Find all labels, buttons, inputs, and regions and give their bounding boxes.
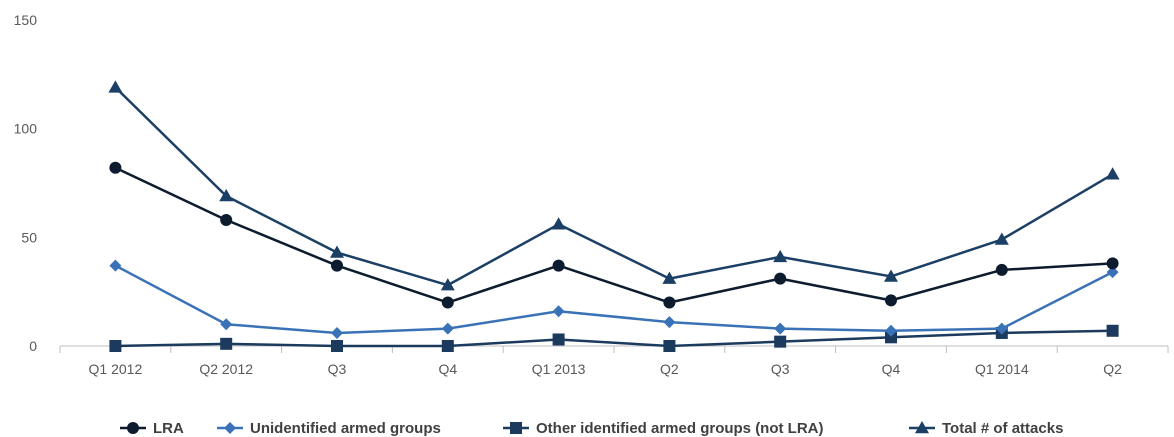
- legend: LRA Unidentified armed groups Other identi…: [120, 420, 1063, 437]
- data-point: [551, 217, 566, 230]
- series-unidentified-armed-groups: [109, 259, 1119, 339]
- legend-label: LRA: [153, 420, 184, 437]
- legend-label: Unidentified armed groups: [250, 420, 441, 437]
- data-point: [220, 213, 233, 226]
- x-tick-label: Q2: [1103, 361, 1122, 377]
- x-tick-label: Q3: [771, 361, 790, 377]
- data-point: [885, 324, 897, 337]
- series-other-identified-armed-groups-not-lra: [109, 324, 1119, 352]
- data-point: [773, 249, 788, 263]
- data-point: [774, 335, 787, 348]
- legend-label: Other identified armed groups (not LRA): [536, 420, 824, 437]
- series-line: [115, 329, 1113, 348]
- data-point: [1106, 257, 1119, 270]
- data-point: [1106, 266, 1119, 279]
- series-line: [114, 86, 1114, 287]
- y-tick-label: 150: [14, 12, 38, 28]
- data-point: [441, 340, 454, 352]
- data-point: [662, 271, 677, 284]
- y-tick-label: 50: [21, 229, 37, 245]
- x-tick-label: Q1 2014: [975, 361, 1029, 377]
- legend-item: Total # of attacks: [909, 420, 1063, 437]
- series-line: [114, 264, 1114, 335]
- y-axis-tick-labels: 0 50 100 150: [14, 12, 38, 354]
- legend-label: Total # of attacks: [942, 420, 1063, 437]
- series-total-of-attacks: [108, 80, 1120, 291]
- x-tick-label: Q4: [882, 361, 901, 377]
- series-layer: [108, 80, 1120, 352]
- data-point: [109, 161, 122, 174]
- data-point: [109, 259, 122, 272]
- data-point: [109, 340, 122, 352]
- data-point: [663, 296, 676, 309]
- data-point: [552, 333, 565, 346]
- data-point: [331, 340, 343, 352]
- x-axis: Q1 2012 Q2 2012 Q3 Q4 Q1 2013 Q2 Q3 Q4 Q1 2014 Q2: [59, 345, 1169, 377]
- x-tick-label: Q3: [328, 361, 347, 377]
- data-point: [331, 326, 343, 339]
- x-tick-label: Q2 2012: [199, 361, 253, 377]
- data-point: [663, 316, 676, 329]
- legend-marker: [510, 422, 522, 434]
- data-point: [885, 331, 897, 344]
- legend-marker: [224, 422, 236, 434]
- x-tick-label: Q1 2012: [89, 361, 143, 377]
- legend-item: Other identified armed groups (not LRA): [503, 420, 824, 437]
- data-point: [219, 189, 234, 202]
- data-point: [220, 318, 233, 331]
- data-point: [995, 263, 1008, 276]
- data-point: [994, 232, 1009, 245]
- legend-marker: [915, 421, 929, 434]
- series-line: [114, 166, 1113, 304]
- data-point: [440, 278, 455, 291]
- y-tick-label: 100: [14, 121, 38, 137]
- legend-item: Unidentified armed groups: [217, 420, 441, 437]
- x-tick-label: Q1 2013: [532, 361, 586, 377]
- legend-marker: [127, 422, 139, 434]
- data-point: [331, 259, 343, 272]
- data-point: [884, 269, 898, 282]
- x-tick-label: Q4: [438, 361, 457, 377]
- series-lra: [109, 161, 1119, 309]
- data-point: [1105, 167, 1120, 180]
- data-point: [663, 340, 676, 352]
- data-point: [441, 296, 454, 309]
- data-point: [774, 272, 787, 285]
- data-point: [885, 294, 897, 307]
- data-point: [220, 337, 233, 350]
- data-point: [441, 322, 454, 335]
- data-point: [1106, 324, 1119, 337]
- data-point: [995, 322, 1008, 335]
- data-point: [552, 259, 565, 272]
- data-point: [330, 245, 344, 258]
- x-tick-label: Q2: [660, 361, 679, 377]
- legend-item: LRA: [120, 420, 184, 437]
- data-point: [108, 80, 123, 93]
- data-point: [774, 322, 787, 335]
- y-tick-label: 0: [29, 338, 37, 354]
- data-point: [552, 305, 565, 318]
